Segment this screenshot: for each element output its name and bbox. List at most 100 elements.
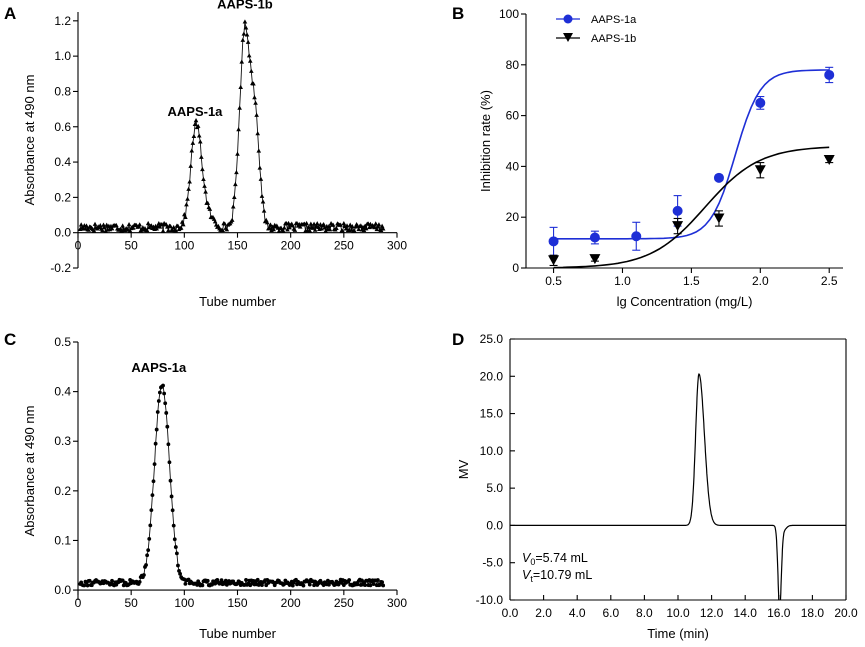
annotation-v0: V0=5.74 mL	[522, 551, 588, 567]
data-point	[235, 151, 240, 156]
data-point	[280, 228, 286, 233]
data-point	[219, 578, 224, 583]
data-point	[146, 548, 151, 553]
data-point	[137, 222, 142, 227]
y-tick-label: -0.2	[50, 261, 71, 275]
data-point	[176, 563, 180, 568]
annotation-aaps-1a: AAPS-1a	[168, 104, 224, 119]
data-point	[281, 225, 287, 230]
data-point	[197, 139, 203, 144]
data-point	[84, 223, 89, 228]
data-point	[166, 442, 171, 447]
data-point	[234, 169, 239, 175]
y-tick-label: 40	[506, 159, 520, 173]
data-point	[184, 202, 189, 207]
data-point	[229, 217, 235, 222]
data-point	[175, 223, 181, 228]
data-point	[259, 193, 265, 198]
y-tick-label: -5.0	[482, 556, 503, 570]
data-point	[292, 227, 298, 232]
x-tick-label: 2.5	[821, 274, 838, 288]
data-point	[378, 227, 384, 232]
chart-c-axes: 0 50 100 150 200 250 300 0.0 0.1 0.2 0.3 0.4 0.5	[54, 335, 407, 610]
y-tick-label: 10.0	[480, 444, 504, 458]
data-point	[548, 255, 560, 266]
data-point	[380, 580, 385, 585]
data-point	[150, 493, 155, 498]
x-tick-label: 4.0	[569, 606, 586, 620]
data-point	[152, 462, 157, 467]
data-point	[244, 577, 248, 582]
data-point	[130, 225, 136, 230]
x-tick-label: 2.0	[535, 606, 552, 620]
data-point	[247, 58, 253, 63]
data-point	[338, 222, 343, 227]
x-tick-label: 0.0	[502, 606, 519, 620]
data-point	[287, 225, 292, 230]
annotation-aaps-1a: AAPS-1a	[131, 360, 187, 375]
data-point	[110, 578, 114, 583]
data-point	[170, 508, 175, 513]
data-point	[376, 222, 382, 227]
data-point	[355, 582, 360, 587]
data-point	[148, 523, 153, 528]
data-point	[164, 411, 169, 415]
y-axis-title: Absorbance at 490 nm	[22, 406, 37, 537]
data-point	[157, 390, 162, 395]
x-tick-label: 50	[124, 596, 138, 610]
legend-marker-aaps-1a	[563, 14, 573, 24]
y-tick-label: 0.4	[54, 385, 71, 399]
data-point	[375, 578, 380, 582]
x-tick-label: 100	[174, 596, 194, 610]
data-point	[145, 553, 150, 558]
data-point	[171, 523, 176, 528]
data-point	[161, 383, 165, 388]
data-point	[154, 427, 159, 432]
data-point	[260, 583, 264, 588]
data-point	[257, 165, 263, 170]
x-tick-label: 250	[334, 239, 354, 253]
data-point	[155, 410, 160, 414]
x-tick-label: 150	[227, 239, 247, 253]
data-point	[103, 228, 108, 233]
data-point	[142, 573, 146, 577]
y-axis-title: Inhibition rate (%)	[478, 90, 493, 192]
data-point	[177, 569, 181, 573]
data-point	[244, 32, 250, 37]
data-point	[256, 148, 262, 153]
data-point	[373, 221, 379, 226]
data-point	[341, 220, 347, 226]
data-point	[92, 221, 98, 226]
y-tick-label: 60	[506, 109, 520, 123]
x-tick-label: 0.5	[545, 274, 562, 288]
data-point	[290, 223, 296, 228]
data-point	[86, 227, 91, 232]
data-point	[166, 227, 171, 233]
series-line	[510, 372, 846, 600]
data-point	[672, 221, 684, 232]
data-point	[297, 224, 303, 229]
x-tick-label: 200	[281, 596, 301, 610]
legend-label-aaps-1b: AAPS-1b	[591, 33, 636, 45]
data-point	[323, 228, 329, 233]
data-point	[374, 226, 380, 232]
data-point	[334, 225, 339, 231]
x-tick-label: 0	[75, 596, 82, 610]
data-point	[251, 81, 256, 86]
data-point	[245, 39, 251, 44]
data-point	[169, 494, 174, 499]
data-point	[199, 154, 204, 159]
data-point	[363, 226, 369, 231]
annotation-aaps-1b: AAPS-1b	[217, 0, 273, 11]
chart-a-axes: 0 50 100 150 200 250 300 -0.2 0.0 0.2 0.4 0.6 0.8 1.0…	[50, 12, 407, 275]
data-point	[326, 223, 332, 229]
data-point	[301, 583, 306, 588]
data-point	[352, 228, 357, 233]
vt-value: =10.79 mL	[533, 568, 592, 582]
data-point	[230, 204, 236, 209]
x-tick-label: 6.0	[602, 606, 619, 620]
data-point	[102, 225, 107, 230]
v0-symbol: V	[522, 551, 532, 565]
data-point	[78, 222, 84, 227]
vt-symbol: V	[522, 568, 532, 582]
